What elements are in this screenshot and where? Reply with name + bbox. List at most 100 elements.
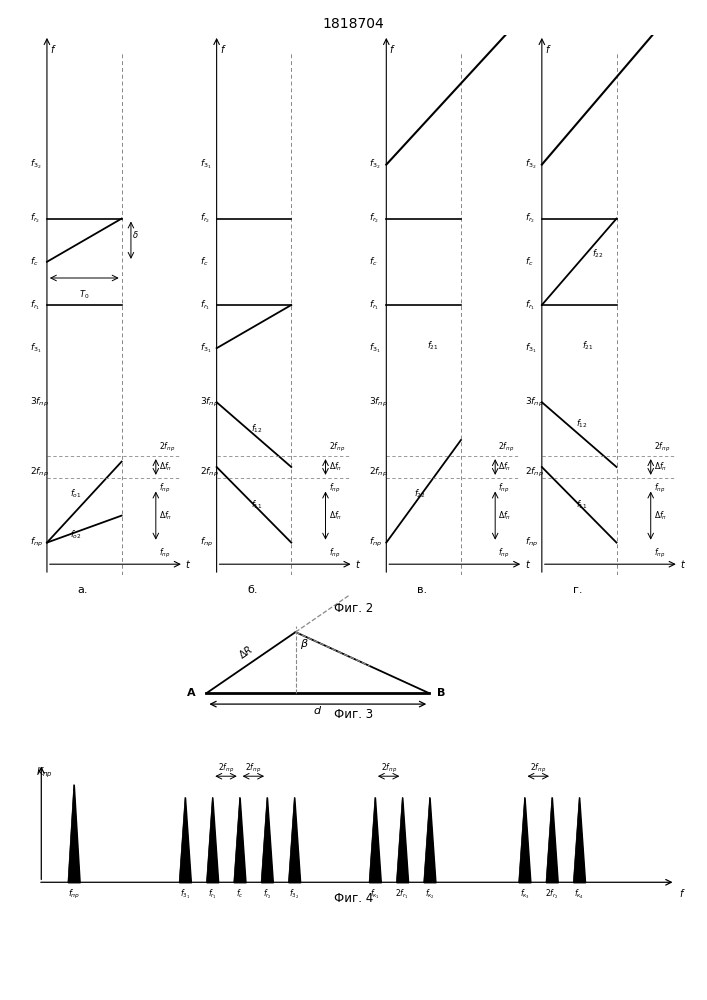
Text: $3f_{пр}$: $3f_{пр}$ — [199, 396, 218, 409]
Text: $f_{3_1}$: $f_{3_1}$ — [30, 341, 42, 355]
Text: $f_{3_1}$: $f_{3_1}$ — [369, 341, 381, 355]
Text: $f_{r_2}$: $f_{r_2}$ — [369, 212, 379, 225]
Text: $3f_{пр}$: $3f_{пр}$ — [369, 396, 388, 409]
Text: б.: б. — [247, 585, 257, 595]
Text: $2f_{r_1}$: $2f_{r_1}$ — [395, 888, 409, 901]
Text: $f_{r_2}$: $f_{r_2}$ — [262, 888, 271, 901]
Text: $2f_{пр}$: $2f_{пр}$ — [525, 466, 544, 479]
Text: $d$: $d$ — [313, 704, 322, 716]
Text: $\Delta f_п$: $\Delta f_п$ — [329, 509, 341, 522]
Text: $\Delta f_п$: $\Delta f_п$ — [329, 461, 341, 473]
Text: $f_{r_1}$: $f_{r_1}$ — [199, 298, 210, 312]
Text: $2f_{пр}$: $2f_{пр}$ — [369, 466, 388, 479]
Text: в.: в. — [417, 585, 427, 595]
Text: $f_{11}$: $f_{11}$ — [576, 498, 588, 511]
Text: $f_{пр}$: $f_{пр}$ — [30, 536, 43, 549]
Text: $2f_{пр}$: $2f_{пр}$ — [654, 441, 670, 454]
Text: $f_{3_1}$: $f_{3_1}$ — [180, 888, 190, 901]
Text: $2f_{пр}$: $2f_{пр}$ — [159, 441, 175, 454]
Text: $t$: $t$ — [525, 558, 531, 570]
Text: $\Delta f_п$: $\Delta f_п$ — [654, 461, 667, 473]
Text: $f_{12}$: $f_{12}$ — [251, 423, 263, 435]
Text: $2f_{пр}$: $2f_{пр}$ — [380, 762, 397, 775]
Text: $f_{r_1}$: $f_{r_1}$ — [208, 888, 217, 901]
Text: $f$: $f$ — [390, 43, 396, 55]
Text: $f_c$: $f_c$ — [369, 256, 378, 268]
Text: $f_{пр}$: $f_{пр}$ — [498, 482, 510, 495]
Text: $f_{3_2}$: $f_{3_2}$ — [30, 158, 42, 171]
Text: $f_{пр}$: $f_{пр}$ — [654, 547, 665, 560]
Text: $f_{к_4}$: $f_{к_4}$ — [574, 888, 584, 901]
Text: $f_{r_2}$: $f_{r_2}$ — [30, 212, 40, 225]
Text: $f_c$: $f_c$ — [30, 256, 38, 268]
Text: $f_{к_1}$: $f_{к_1}$ — [370, 888, 380, 901]
Text: $\Delta f_п$: $\Delta f_п$ — [654, 509, 667, 522]
Text: $f_{22}$: $f_{22}$ — [414, 488, 426, 500]
Text: $2f_{r_2}$: $2f_{r_2}$ — [545, 888, 559, 901]
Text: $f_{11}$: $f_{11}$ — [251, 498, 262, 511]
Text: $2f_{пр}$: $2f_{пр}$ — [218, 762, 234, 775]
Text: $\Delta f_п$: $\Delta f_п$ — [498, 461, 511, 473]
Text: а.: а. — [78, 585, 88, 595]
Text: $f$: $f$ — [220, 43, 226, 55]
Text: $\Delta f_п$: $\Delta f_п$ — [498, 509, 511, 522]
Text: $\Delta f_п$: $\Delta f_п$ — [159, 509, 172, 522]
Text: $\delta$: $\delta$ — [132, 229, 139, 240]
Text: $f_{к_2}$: $f_{к_2}$ — [425, 888, 435, 901]
Text: $f_{пр}$: $f_{пр}$ — [329, 482, 340, 495]
Text: $f_{к_3}$: $f_{к_3}$ — [520, 888, 530, 901]
Text: $2f_{пр}$: $2f_{пр}$ — [199, 466, 218, 479]
Text: $f_{o1}$: $f_{o1}$ — [70, 488, 82, 500]
Text: $f_{22}$: $f_{22}$ — [592, 247, 604, 260]
Text: $f_{3_2}$: $f_{3_2}$ — [369, 158, 381, 171]
Text: $f_{o2}$: $f_{o2}$ — [70, 528, 82, 541]
Text: $f_{3_1}$: $f_{3_1}$ — [199, 341, 211, 355]
Text: г.: г. — [573, 585, 583, 595]
Text: Фиг. 4: Фиг. 4 — [334, 892, 373, 905]
Text: $2f_{пр}$: $2f_{пр}$ — [30, 466, 49, 479]
Text: $f_{3_2}$: $f_{3_2}$ — [525, 158, 537, 171]
Text: $f_{пр}$: $f_{пр}$ — [525, 536, 538, 549]
Text: $f_{пр}$: $f_{пр}$ — [329, 547, 340, 560]
Text: $f_{r_1}$: $f_{r_1}$ — [525, 298, 535, 312]
Text: $f_c$: $f_c$ — [525, 256, 533, 268]
Text: $f_{пр}$: $f_{пр}$ — [68, 888, 80, 901]
Text: $f_c$: $f_c$ — [236, 888, 243, 900]
Text: $f_{21}$: $f_{21}$ — [583, 339, 594, 352]
Text: $f_c$: $f_c$ — [199, 256, 208, 268]
Text: $\Delta R$: $\Delta R$ — [236, 643, 255, 661]
Text: Фиг. 2: Фиг. 2 — [334, 602, 373, 615]
Text: $f_{пр}$: $f_{пр}$ — [159, 482, 170, 495]
Text: B: B — [436, 688, 445, 698]
Text: $f_{пр}$: $f_{пр}$ — [199, 536, 213, 549]
Text: $f_{пр}$: $f_{пр}$ — [498, 547, 510, 560]
Text: $f$: $f$ — [50, 43, 57, 55]
Text: $f$: $f$ — [679, 887, 685, 899]
Text: $f_{пр}$: $f_{пр}$ — [654, 482, 665, 495]
Text: $f_{21}$: $f_{21}$ — [427, 339, 438, 352]
Text: $f_{r_2}$: $f_{r_2}$ — [525, 212, 534, 225]
Text: $f_{r_2}$: $f_{r_2}$ — [199, 212, 209, 225]
Text: $\Delta f_п$: $\Delta f_п$ — [159, 461, 172, 473]
Text: $f$: $f$ — [545, 43, 551, 55]
Text: 1818704: 1818704 — [322, 17, 385, 31]
Text: $f_{r_1}$: $f_{r_1}$ — [369, 298, 380, 312]
Text: $2f_{пр}$: $2f_{пр}$ — [498, 441, 515, 454]
Text: Фиг. 3: Фиг. 3 — [334, 708, 373, 721]
Text: $f_{12}$: $f_{12}$ — [576, 418, 588, 430]
Text: $3f_{пр}$: $3f_{пр}$ — [525, 396, 544, 409]
Text: $2f_{пр}$: $2f_{пр}$ — [329, 441, 345, 454]
Text: $2f_{пр}$: $2f_{пр}$ — [245, 762, 262, 775]
Text: $f_{r_1}$: $f_{r_1}$ — [30, 298, 40, 312]
Text: A: A — [187, 688, 196, 698]
Text: $t$: $t$ — [185, 558, 192, 570]
Text: $K_{пр}$: $K_{пр}$ — [36, 765, 53, 780]
Text: $f_{3_1}$: $f_{3_1}$ — [525, 341, 537, 355]
Text: $f_{3_1}$: $f_{3_1}$ — [199, 158, 211, 171]
Text: $T_0$: $T_0$ — [79, 289, 90, 301]
Text: $t$: $t$ — [355, 558, 361, 570]
Text: $2f_{пр}$: $2f_{пр}$ — [530, 762, 547, 775]
Text: $t$: $t$ — [680, 558, 686, 570]
Text: $\beta$: $\beta$ — [300, 637, 309, 651]
Text: $f_{пр}$: $f_{пр}$ — [159, 547, 170, 560]
